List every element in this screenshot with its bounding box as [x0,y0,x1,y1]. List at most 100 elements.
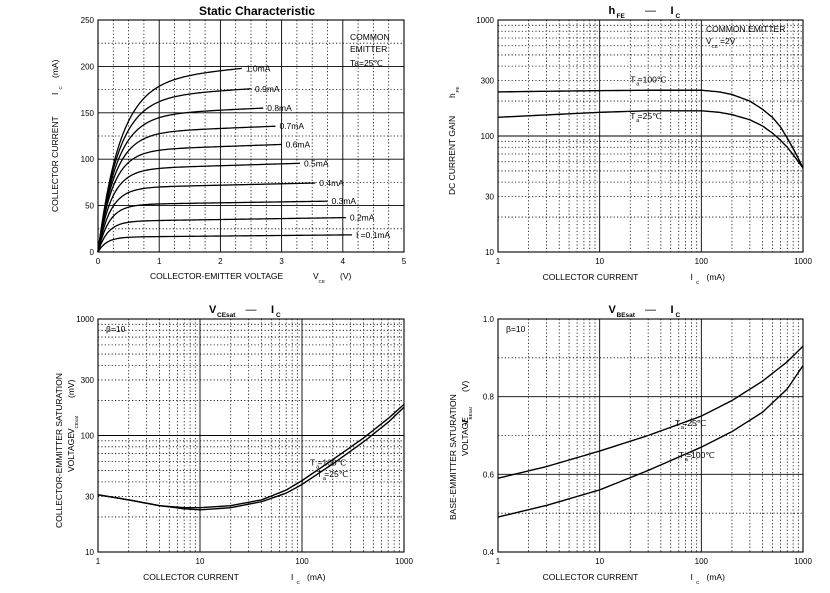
x-axis-unit: (mA) [307,572,326,582]
x-axis-symbol: VCE [313,271,325,284]
curve-label: I =0.1mA [356,230,391,240]
x-tick-label: 100 [695,257,709,266]
x-axis-label: COLLECTOR CURRENT [543,572,639,582]
series-label-subscript: a [323,476,327,482]
series-label: T =25℃ [630,111,662,121]
annotation-vce-subscript: CE [712,44,718,49]
grid [97,318,405,553]
y-tick-label: 0 [90,248,95,257]
y-axis-symbol: hFE [447,87,460,98]
annotation-vce-value: =2V [720,36,736,46]
x-tick-label: 1000 [794,257,812,266]
y-axis-symbol-subscript: FE [455,87,460,93]
x-axis-symbol-symbol: I [291,572,293,582]
x-axis-label: COLLECTOR CURRENT [543,272,639,282]
x-tick-label: 1 [96,557,101,566]
x-axis-symbol-subscript: C [297,580,301,585]
annotation-line: COMMON EMITTER [706,24,785,34]
title-symbol-a: V [609,304,617,316]
y-axis-symbol-subscript: BEsat [468,406,473,419]
series-label: T =25℃ [317,469,349,479]
annotation-vce-symbol: V [706,36,712,46]
x-tick-label: 1 [157,257,162,266]
series-label: T =100℃ [630,74,667,84]
y-axis-label: COLLECTOR CURRENT [50,116,60,212]
y-tick-label: 300 [81,376,95,385]
x-tick-label: 10 [595,557,604,566]
y-axis-symbol-subscript: C [58,85,63,89]
y-axis-symbol-symbol: V [460,419,470,425]
series-label-subscript: a [685,457,689,463]
grid [497,19,804,253]
y-tick-label: 200 [81,62,95,71]
title-subscript-a: FE [617,13,626,20]
curve-ib [97,88,252,253]
x-axis-symbol-symbol: I [691,572,693,582]
plot-frame [497,19,804,253]
y-tick-label: 30 [485,193,494,202]
chart-title: V BEsat — I C [609,304,681,319]
x-axis-symbol: IC [691,272,701,285]
title-symbol-b: I [671,304,674,316]
y-tick-label: 100 [81,432,95,441]
title-dash: — [645,5,656,17]
series-label: T =25℃ [675,418,707,428]
title-subscript-b: C [676,13,681,20]
chart-title: V CEsat — I C [209,304,281,319]
series-line [97,403,405,509]
title-symbol-b: I [671,5,674,17]
y-tick-label: 10 [485,248,494,257]
grid [497,318,804,553]
title-subscript-a: BEsat [617,312,636,319]
y-axis-symbol-subscript: CEsat [74,415,79,428]
title-dash: — [645,304,656,316]
curve-ib [97,125,276,253]
curve-ib [97,67,242,253]
x-tick-label: 10 [595,257,604,266]
y-tick-label: 10 [85,548,94,557]
y-tick-label: 1.0 [483,315,495,324]
chart-title: Static Characteristic [199,4,315,18]
series-label-subscript: a [636,81,640,87]
x-tick-label: 4 [341,257,346,266]
series-line [97,406,405,511]
y-tick-label: 150 [81,109,95,118]
x-tick-label: 2 [218,257,223,266]
curve-label: 0.3mA [332,196,357,206]
curve-ib [97,182,316,253]
x-tick-label: 0 [96,257,101,266]
y-tick-label: 100 [481,132,495,141]
series-label-subscript: a [316,465,320,471]
annotation-line: COMMON [350,32,390,42]
series-label: T =100℃ [679,450,716,460]
y-axis-label-2: VOLTAGE [460,417,470,456]
y-tick-label: 300 [481,77,495,86]
curve-ib [97,162,300,253]
y-axis-unit: (V) [460,381,470,393]
y-axis-label: DC CURRENT GAIN [447,116,457,195]
y-axis-symbol-symbol: V [66,428,76,434]
annotation-line: β=10 [506,324,526,334]
x-tick-label: 1000 [794,557,812,566]
curve-label: 0.6mA [286,139,311,149]
x-tick-label: 3 [279,257,284,266]
title-symbol-a: h [609,5,616,17]
plot-frame [497,318,804,553]
curve-label: 0.7mA [279,121,304,131]
y-axis-unit: (mA) [50,59,60,78]
x-axis-symbol-symbol: V [313,271,319,281]
title-subscript-a: CEsat [217,312,236,319]
x-axis-symbol-subscript: C [696,580,700,585]
series-line [497,345,804,479]
curve-ib [97,143,282,253]
curve-ib [97,107,264,253]
x-axis-symbol-symbol: I [691,272,693,282]
plot-frame [97,19,405,253]
title-dash: — [246,304,257,316]
